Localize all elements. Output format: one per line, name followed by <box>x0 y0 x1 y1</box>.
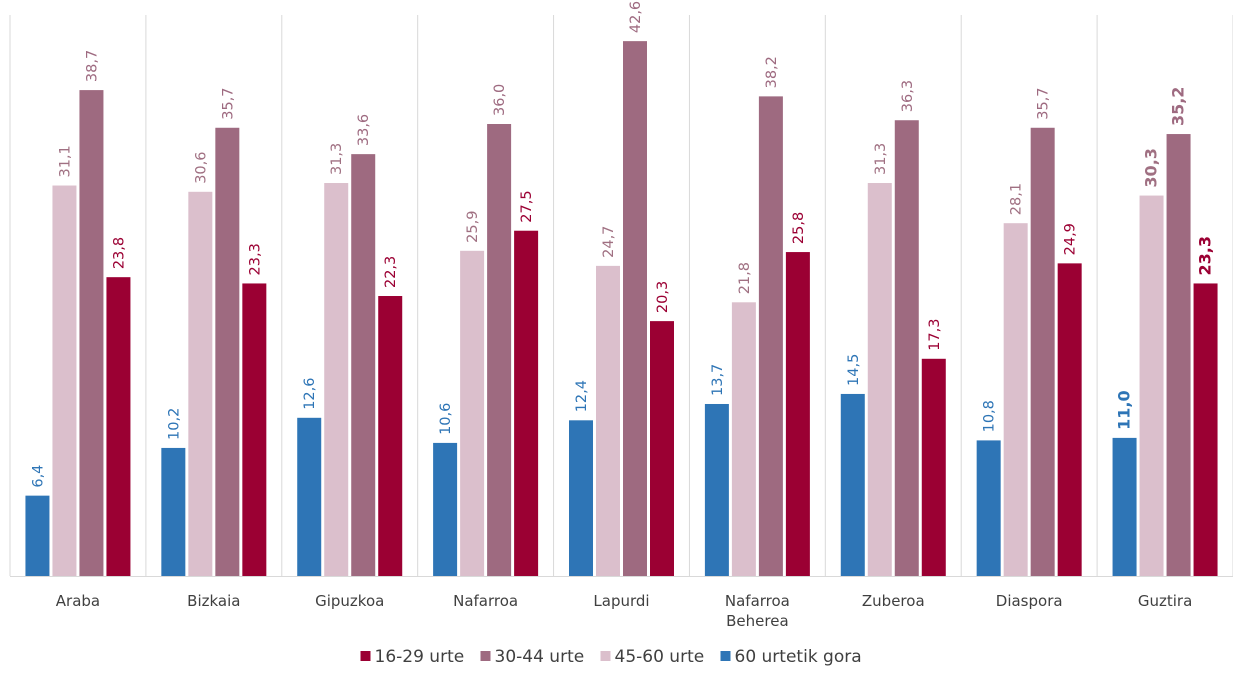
data-label: 17,3 <box>927 318 943 350</box>
data-label: 24,9 <box>1063 223 1079 255</box>
data-label: 35,2 <box>1169 87 1188 126</box>
data-label: 23,3 <box>1196 236 1215 275</box>
legend-label: 16-29 urte <box>375 647 465 667</box>
data-label: 20,3 <box>655 281 671 313</box>
data-label: 25,8 <box>791 212 807 244</box>
bar <box>1112 437 1137 576</box>
data-label: 10,2 <box>166 408 182 440</box>
legend-swatch <box>480 651 491 661</box>
bar <box>1003 223 1028 576</box>
data-label: 38,7 <box>84 50 100 82</box>
data-label: 38,2 <box>764 56 780 88</box>
bar <box>650 321 674 576</box>
bar <box>79 90 104 576</box>
data-label: 36,0 <box>492 84 508 116</box>
data-label: 14,5 <box>846 354 862 386</box>
legend-swatch <box>720 651 731 661</box>
data-label: 27,5 <box>519 190 535 222</box>
data-label: 23,3 <box>247 243 263 275</box>
data-label: 31,3 <box>873 143 889 175</box>
data-label: 13,7 <box>710 364 726 396</box>
bar <box>514 230 539 576</box>
data-label: 6,4 <box>30 465 46 488</box>
bar <box>921 358 946 576</box>
category-label: Zuberoa <box>862 592 925 610</box>
data-label: 31,1 <box>57 145 73 177</box>
data-label: 22,3 <box>383 256 399 288</box>
bar <box>1193 283 1218 576</box>
bar <box>487 124 512 576</box>
category-label: Nafarroa <box>453 592 518 610</box>
data-label: 35,7 <box>220 87 236 119</box>
category-label: Nafarroa <box>725 592 790 610</box>
bar <box>704 403 729 576</box>
bar <box>297 417 322 576</box>
data-label: 25,9 <box>465 211 481 243</box>
legend-label: 60 urtetik gora <box>735 647 862 667</box>
bar <box>758 96 783 576</box>
data-label: 30,6 <box>193 152 209 184</box>
data-label: 30,3 <box>1142 148 1161 187</box>
bar <box>460 250 485 577</box>
data-label: 33,6 <box>356 114 372 146</box>
bar <box>894 120 919 576</box>
data-label: 11,0 <box>1115 390 1134 429</box>
data-label: 42,6 <box>628 1 644 33</box>
data-label: 23,8 <box>111 237 127 269</box>
data-label: 12,4 <box>574 380 590 412</box>
value-labels: 6,4 31,1 38,7 23,8 10,2 30,6 35,7 23,3 12,6 31,3 3… <box>30 1 1214 488</box>
legend-swatch <box>600 651 611 661</box>
bar <box>242 283 267 576</box>
legend-label: 45-60 urte <box>615 647 705 667</box>
category-label: Bizkaia <box>187 592 240 610</box>
category-label: Gipuzkoa <box>315 592 384 610</box>
category-labels: Araba Bizkaia Gipuzkoa Nafarroa Lapurdi Nafar… <box>56 592 1192 630</box>
data-label: 36,3 <box>900 80 916 112</box>
bar <box>188 191 213 577</box>
category-label: Lapurdi <box>593 592 649 610</box>
category-label: Araba <box>56 592 100 610</box>
data-label: 28,1 <box>1009 183 1025 215</box>
legend: 16-29 urte 30-44 urte 45-60 urte 60 urtetik… <box>360 647 862 667</box>
bar <box>378 296 403 576</box>
data-label: 10,8 <box>982 400 998 432</box>
bar <box>731 302 756 576</box>
data-label: 24,7 <box>601 226 617 258</box>
bar <box>867 183 892 576</box>
bar <box>1057 263 1082 576</box>
bar <box>596 265 620 576</box>
bars <box>25 41 1218 577</box>
bar <box>840 393 865 576</box>
bar <box>161 447 186 576</box>
category-label: Diaspora <box>996 592 1063 610</box>
data-label: 35,7 <box>1036 87 1052 119</box>
bar <box>25 495 50 576</box>
category-separators <box>9 15 1233 577</box>
bar <box>324 183 349 576</box>
bar <box>1030 127 1055 577</box>
data-label: 12,6 <box>302 378 318 410</box>
bar <box>433 442 458 576</box>
bar <box>52 185 77 576</box>
bar <box>351 154 376 576</box>
bar <box>976 440 1001 576</box>
bar <box>623 41 647 576</box>
category-label: Guztira <box>1138 592 1192 610</box>
bar <box>1139 195 1164 577</box>
bar <box>215 127 240 577</box>
bar <box>1166 134 1191 577</box>
data-label: 21,8 <box>737 262 753 294</box>
data-label: 10,6 <box>438 403 454 435</box>
data-label: 31,3 <box>329 143 345 175</box>
legend-label: 30-44 urte <box>495 647 585 667</box>
bar <box>569 420 593 576</box>
bar <box>785 252 810 577</box>
category-label: Beherea <box>726 612 789 630</box>
legend-swatch <box>360 651 371 661</box>
bar <box>106 277 131 576</box>
